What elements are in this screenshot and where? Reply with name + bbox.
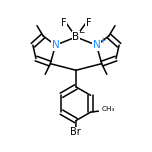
Text: B: B	[73, 32, 79, 42]
Text: Br: Br	[70, 127, 81, 137]
Text: F: F	[86, 18, 91, 28]
Text: F: F	[61, 18, 66, 28]
Text: −: −	[79, 28, 85, 37]
Text: N: N	[52, 40, 59, 50]
Text: CH₃: CH₃	[101, 106, 115, 112]
Text: N: N	[93, 40, 100, 50]
Text: +: +	[99, 36, 105, 45]
